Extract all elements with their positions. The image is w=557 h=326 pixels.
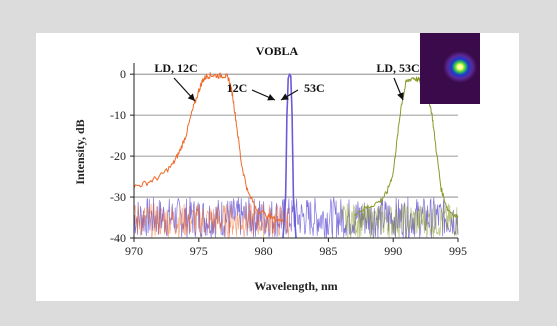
annotation-label: LD, 12C — [154, 61, 197, 75]
annotation-label: LD, 53C — [376, 61, 419, 75]
gridlines — [134, 73, 458, 198]
series-vobla — [282, 73, 297, 239]
spectrum-chart: 970 975 980 985 990 995 0 -10 -20 -30 -40 Wavelengt… — [73, 33, 480, 293]
x-tick-label: 985 — [319, 244, 337, 258]
x-tick-label: 975 — [190, 244, 208, 258]
annotation-label: 53C — [304, 81, 325, 95]
series-ld-12c — [133, 72, 284, 223]
series-ld-53c — [354, 76, 459, 218]
x-tick-label: 995 — [449, 244, 467, 258]
y-axis-title: Intensity, dB — [73, 119, 87, 184]
noise-trace — [341, 203, 459, 238]
annotations: LD, 12C VOBLA 12C 53C LD, 53C — [154, 44, 420, 102]
series-group — [133, 72, 459, 239]
x-tick-label: 970 — [125, 244, 143, 258]
annotation-arrowhead — [281, 93, 289, 100]
axes: 970 975 980 985 990 995 0 -10 -20 -30 -40 Wavelengt… — [73, 63, 467, 293]
annotation-arrowhead — [187, 93, 195, 101]
y-tick-label: 0 — [120, 67, 126, 81]
annotation-label: 12C — [227, 81, 248, 95]
x-tick-label: 980 — [255, 244, 273, 258]
annotation-arrowhead — [397, 92, 404, 100]
x-tick-label: 990 — [384, 244, 402, 258]
beam-spot — [443, 51, 477, 83]
y-tick-label: -30 — [110, 190, 126, 204]
y-tick-label: -10 — [110, 108, 126, 122]
beam-inset — [420, 33, 480, 104]
y-tick-label: -40 — [110, 231, 126, 245]
y-tick-label: -20 — [110, 149, 126, 163]
figure-panel: 970 975 980 985 990 995 0 -10 -20 -30 -40 Wavelengt… — [36, 33, 519, 301]
annotation-arrowhead — [267, 94, 275, 101]
annotation-label: VOBLA — [256, 44, 299, 58]
x-axis-title: Wavelength, nm — [254, 279, 337, 293]
